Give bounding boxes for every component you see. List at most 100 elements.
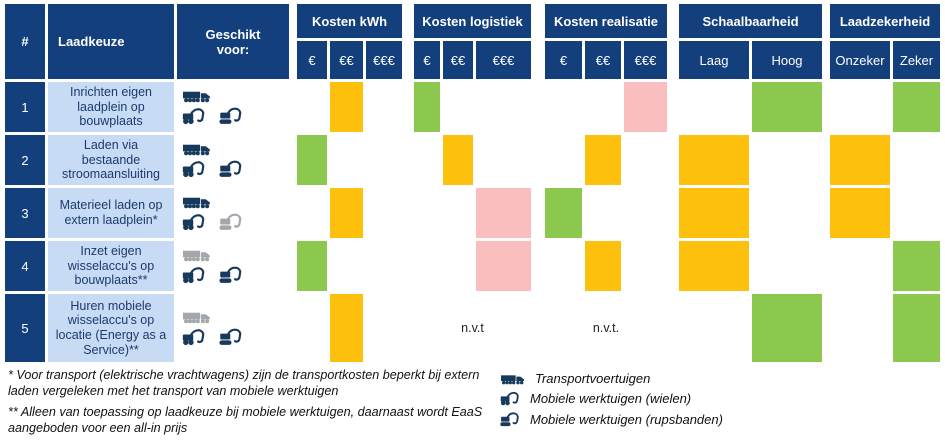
nvt-kosten-realisatie-row5: n.v.t. (545, 294, 667, 362)
subcolumn-kosten-logistiek-2: €€€ (476, 41, 531, 79)
subcolumn-kosten-kwh-0: € (297, 41, 327, 79)
rating-kosten-realisatie-row2 (585, 135, 621, 185)
tracked-excavator-icon (219, 106, 244, 126)
icon-row-werktuigen (182, 327, 289, 347)
wheeled-excavator-icon (500, 390, 521, 407)
wheeled-excavator-icon (182, 212, 207, 232)
rating-laadzekerheid-row1 (893, 82, 940, 132)
row-2-number: 2 (5, 135, 45, 185)
rating-schaalbaarheid-row5 (752, 294, 822, 362)
rating-kosten-logistiek-row3 (476, 188, 531, 238)
tracked-excavator-icon (500, 411, 521, 428)
wheeled-excavator-icon (182, 327, 207, 347)
icon-row-transport (182, 89, 289, 103)
rating-laadzekerheid-row2 (830, 135, 890, 185)
comparison-table: # Laadkeuze Geschikt voor: 1 Inrichten eigen… (5, 4, 940, 362)
column-header-number: # (5, 4, 45, 79)
row-1-number: 1 (5, 82, 45, 132)
subcolumn-kosten-realisatie-1: €€ (585, 41, 621, 79)
rating-kosten-logistiek-row2 (443, 135, 473, 185)
transport-truck-icon (182, 142, 212, 156)
row-3-geschikt-icons (177, 188, 289, 238)
bottom-area: * Voor transport (elektrische vrachtwage… (0, 367, 945, 441)
rating-schaalbaarheid-row3 (679, 188, 749, 238)
group-header-kosten-logistiek: Kosten logistiek (414, 4, 531, 38)
tracked-excavator-icon (219, 212, 244, 232)
icon-legend: Transportvoertuigen Mobiele werktuigen (w… (500, 367, 723, 432)
column-header-laadkeuze: Laadkeuze (48, 4, 174, 79)
group-header-laadzekerheid: Laadzekerheid (830, 4, 940, 38)
subcolumn-kosten-kwh-1: €€ (330, 41, 363, 79)
subcolumn-laadzekerheid-0: Onzeker (830, 41, 890, 79)
legend-item-1: Transportvoertuigen (500, 371, 723, 386)
legend-label: Transportvoertuigen (535, 371, 651, 386)
tracked-excavator-icon (219, 265, 244, 285)
rating-kosten-kwh-row3 (330, 188, 363, 238)
row-1-laadkeuze: Inrichten eigen laadplein op bouwplaats (48, 82, 174, 132)
wheeled-excavator-icon (182, 106, 207, 126)
rating-schaalbaarheid-row4 (679, 241, 749, 291)
icon-row-transport (182, 248, 289, 262)
rating-kosten-kwh-row1 (330, 82, 363, 132)
wheeled-excavator-icon (182, 159, 207, 179)
footnotes: * Voor transport (elektrische vrachtwage… (8, 367, 486, 441)
icon-row-werktuigen (182, 159, 289, 179)
row-4-laadkeuze: Inzet eigen wisselaccu's op bouwplaats** (48, 241, 174, 291)
rating-kosten-realisatie-row1 (624, 82, 667, 132)
row-1-geschikt-icons (177, 82, 289, 132)
group-schaalbaarheid: Schaalbaarheid Laag Hoog (679, 4, 822, 362)
legend-label: Mobiele werktuigen (rupsbanden) (530, 412, 723, 427)
icon-row-transport (182, 195, 289, 209)
rating-laadzekerheid-row3 (830, 188, 890, 238)
row-4-number: 4 (5, 241, 45, 291)
transport-truck-icon (182, 89, 212, 103)
legend-item-2: Mobiele werktuigen (wielen) (500, 390, 723, 407)
icon-row-werktuigen (182, 106, 289, 126)
rating-laadzekerheid-row5 (893, 294, 940, 362)
group-kosten-realisatie: Kosten realisatie € €€ €€€ n.v.t. (545, 4, 667, 362)
transport-truck-icon (182, 310, 212, 324)
subcolumn-laadzekerheid-1: Zeker (893, 41, 940, 79)
transport-truck-icon (182, 195, 212, 209)
row-3-number: 3 (5, 188, 45, 238)
subcolumn-kosten-logistiek-0: € (414, 41, 440, 79)
row-4-geschikt-icons (177, 241, 289, 291)
transport-truck-icon (182, 248, 212, 262)
group-header-schaalbaarheid: Schaalbaarheid (679, 4, 822, 38)
rating-kosten-kwh-row4 (297, 241, 327, 291)
column-header-geschikt-voor: Geschikt voor: (177, 4, 289, 79)
icon-row-transport (182, 310, 289, 324)
row-5-laadkeuze: Huren mobiele wisselaccu's op locatie (E… (48, 294, 174, 362)
legend-label: Mobiele werktuigen (wielen) (530, 391, 692, 406)
row-5-number: 5 (5, 294, 45, 362)
wheeled-excavator-icon (182, 265, 207, 285)
subcolumn-kosten-realisatie-0: € (545, 41, 582, 79)
rating-schaalbaarheid-row1 (752, 82, 822, 132)
row-2-laadkeuze: Laden via bestaande stroomaansluiting (48, 135, 174, 185)
legend-item-3: Mobiele werktuigen (rupsbanden) (500, 411, 723, 428)
tracked-excavator-icon (219, 327, 244, 347)
group-header-kosten-kwh: Kosten kWh (297, 4, 402, 38)
rating-schaalbaarheid-row2 (679, 135, 749, 185)
nvt-kosten-logistiek-row5: n.v.t (414, 294, 531, 362)
group-kosten-kwh: Kosten kWh € €€ €€€ (297, 4, 402, 362)
subcolumn-schaalbaarheid-1: Hoog (752, 41, 822, 79)
transport-truck-icon (500, 373, 526, 385)
group-kosten-logistiek: Kosten logistiek € €€ €€€ n.v.t (414, 4, 531, 362)
icon-row-werktuigen (182, 212, 289, 232)
row-3-laadkeuze: Materieel laden op extern laadplein* (48, 188, 174, 238)
row-2-geschikt-icons (177, 135, 289, 185)
subcolumn-kosten-kwh-2: €€€ (366, 41, 402, 79)
rating-kosten-logistiek-row1 (414, 82, 440, 132)
rating-kosten-kwh-row2 (297, 135, 327, 185)
rating-kosten-realisatie-row3 (545, 188, 582, 238)
left-table: # Laadkeuze Geschikt voor: 1 Inrichten eigen… (5, 4, 289, 362)
subcolumn-schaalbaarheid-0: Laag (679, 41, 749, 79)
tracked-excavator-icon (219, 159, 244, 179)
subcolumn-kosten-realisatie-2: €€€ (624, 41, 667, 79)
group-laadzekerheid: Laadzekerheid Onzeker Zeker (830, 4, 940, 362)
rating-kosten-realisatie-row4 (585, 241, 621, 291)
row-5-geschikt-icons (177, 294, 289, 362)
rating-kosten-kwh-row5 (330, 294, 363, 362)
rating-kosten-logistiek-row4 (476, 241, 531, 291)
